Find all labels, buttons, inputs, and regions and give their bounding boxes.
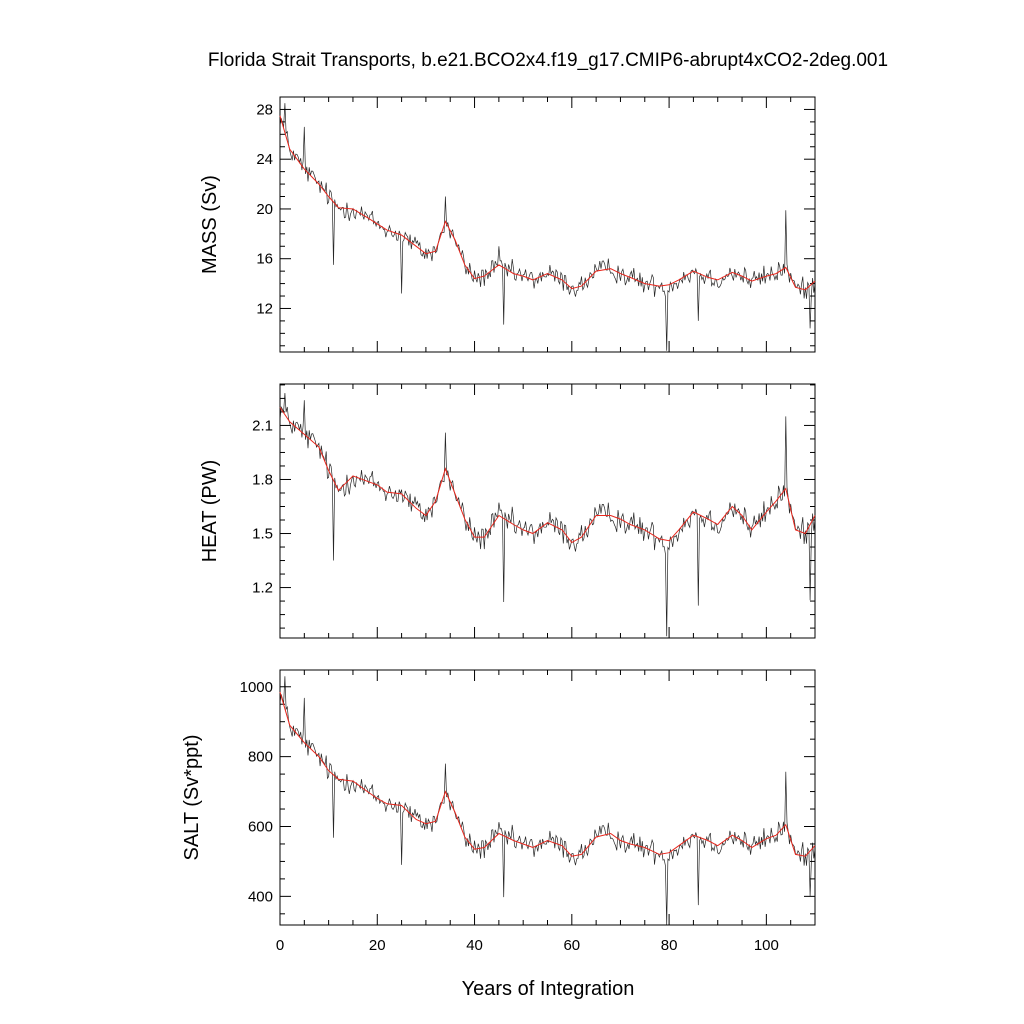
heat-plot-frame (279, 383, 816, 639)
heat-y-axis-label: HEAT (PW) (199, 460, 221, 563)
mass-y-tick-label: 28 (256, 101, 273, 118)
salt-y-tick-label: 800 (248, 749, 273, 766)
salt-x-tick-label: 20 (369, 937, 386, 954)
salt-annual-series (279, 676, 816, 926)
heat-y-tick-label: 1.8 (252, 471, 273, 488)
heat-annual-series (279, 392, 816, 637)
x-axis-label: Years of Integration (462, 978, 635, 1000)
salt-y-tick-label: 1000 (240, 679, 273, 696)
mass-annual-series (279, 103, 816, 351)
salt-x-tick-label: 0 (276, 937, 284, 954)
mass-y-axis-label: MASS (Sv) (199, 175, 221, 274)
mass-y-tick-label: 12 (256, 300, 273, 317)
salt-x-tick-label: 100 (754, 937, 779, 954)
salt-x-tick-label: 40 (466, 937, 483, 954)
mass-y-tick-label: 20 (256, 201, 273, 218)
mass-plot-frame (279, 96, 816, 353)
panel-salt: 400 600 800 1000 0 20 40 60 80 100 SALT (Sv*ppt) (181, 669, 816, 954)
panel-heat: 1.2 1.5 1.8 2.1 HEAT (PW) (199, 383, 816, 639)
salt-plot-frame (279, 669, 816, 926)
salt-x-tick-label: 80 (661, 937, 678, 954)
salt-y-tick-label: 600 (248, 818, 273, 835)
heat-y-tick-label: 1.5 (252, 526, 273, 543)
salt-x-tick-label: 60 (563, 937, 580, 954)
mass-y-tick-label: 16 (256, 251, 273, 268)
chart-title: Florida Strait Transports, b.e21.BCO2x4.… (208, 50, 888, 71)
heat-y-tick-label: 2.1 (252, 417, 273, 434)
salt-running-mean-series (279, 691, 816, 857)
salt-y-tick-label: 400 (248, 888, 273, 905)
mass-y-tick-label: 24 (256, 151, 273, 168)
salt-y-axis-label: SALT (Sv*ppt) (181, 735, 203, 861)
heat-y-tick-label: 1.2 (252, 580, 273, 597)
panel-mass: 12 16 20 24 28 MASS (Sv) (199, 96, 816, 353)
mass-running-mean-series (279, 115, 816, 291)
heat-running-mean-series (279, 407, 816, 544)
